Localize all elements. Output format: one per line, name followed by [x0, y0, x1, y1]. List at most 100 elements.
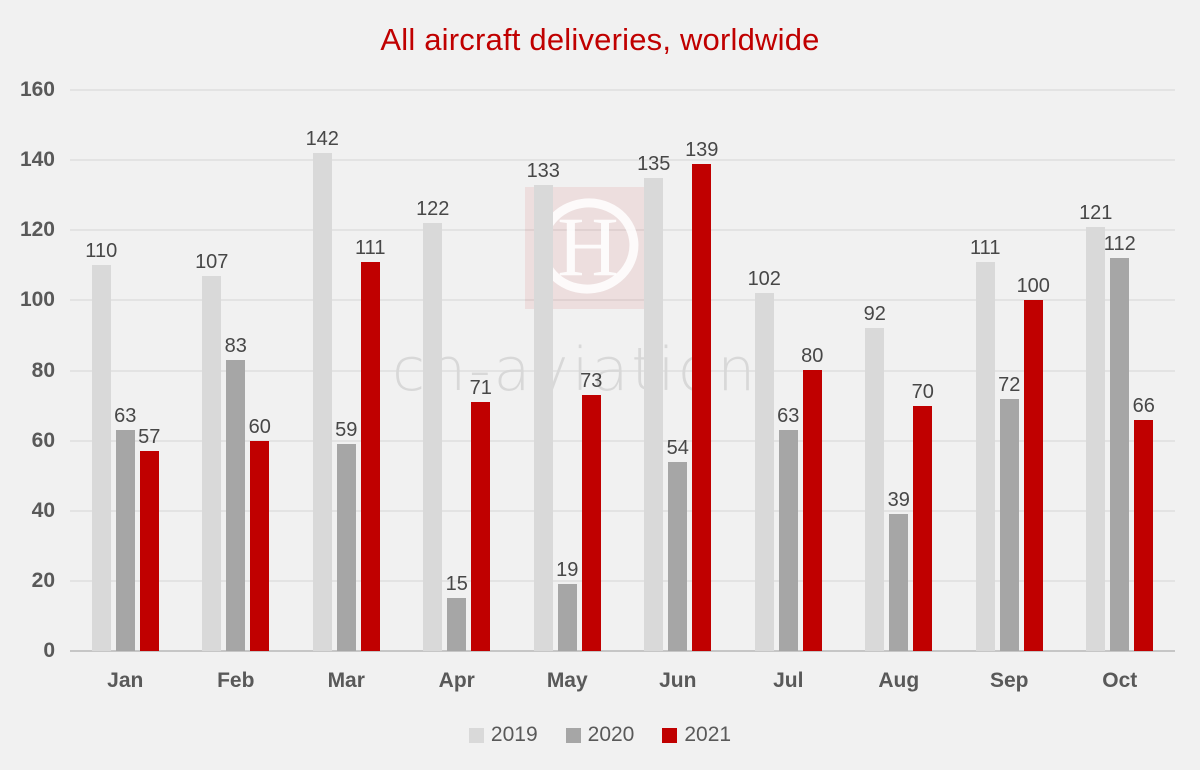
legend-label-2019: 2019: [490, 723, 538, 746]
bar-2020-may: 19: [556, 559, 578, 651]
bar-2019-apr: 122: [416, 198, 449, 651]
bar-2021-jul: 80: [801, 345, 823, 651]
bar-value-label: 133: [526, 160, 560, 182]
gridline-60: [70, 439, 1175, 442]
bar-2020-jan: 63: [114, 405, 136, 651]
x-axis-label-may: May: [546, 669, 588, 692]
bar-value-label: 15: [445, 573, 468, 595]
bar-2021-mar: 111: [355, 237, 385, 651]
gridline-120: [70, 229, 1175, 232]
x-axis-label-feb: Feb: [217, 669, 255, 692]
bar-2020-feb: 83: [225, 335, 247, 651]
legend: 2019 2020 2021: [0, 723, 1200, 747]
chart-title: All aircraft deliveries, worldwide: [380, 22, 820, 57]
bar-group-oct: 121 112 66: [1065, 90, 1176, 651]
bar-value-label: 142: [305, 128, 339, 150]
bar-group-sep: 111 72 100: [954, 90, 1065, 651]
gridline-80: [70, 369, 1175, 372]
bar-group-jul: 102 63 80: [733, 90, 844, 651]
y-axis-label-20: 20: [31, 568, 55, 592]
y-axis-label-60: 60: [31, 428, 55, 452]
y-axis-label-0: 0: [43, 639, 55, 662]
y-axis-label-140: 140: [19, 148, 55, 172]
bar-value-label: 54: [666, 437, 689, 459]
legend-label-2020: 2020: [587, 723, 635, 746]
x-axis: Jan Feb Mar Apr May Jun Jul Aug Sep Oct: [70, 669, 1175, 693]
bar-value-label: 63: [114, 405, 137, 427]
bar-2021-jan: 57: [138, 426, 160, 651]
bar-2020-oct: 112: [1104, 233, 1136, 651]
bar-2019-jun: 135: [637, 153, 670, 651]
bar-2020-jun: 54: [667, 437, 689, 651]
bar-2021-jun: 139: [685, 139, 718, 651]
legend-swatch-2019: [468, 727, 484, 743]
legend-item-2021: 2021: [662, 723, 731, 747]
bar-group-may: 133 19 73: [512, 90, 623, 651]
bar-group-jan: 110 63 57: [70, 90, 181, 651]
gridline-40: [70, 509, 1175, 512]
bar-value-label: 60: [248, 416, 271, 438]
bar-2021-may: 73: [580, 370, 602, 651]
bar-2020-apr: 15: [446, 573, 468, 651]
y-axis-label-40: 40: [31, 498, 55, 522]
bar-value-label: 19: [556, 559, 579, 581]
logo-letter: H: [557, 200, 618, 294]
legend-label-2021: 2021: [684, 723, 732, 746]
bar-group-feb: 107 83 60: [181, 90, 292, 651]
bar-value-label: 122: [416, 198, 450, 220]
x-axis-label-aug: Aug: [878, 669, 920, 692]
plot-area: H ch-aviation 110 63 57 107 83 60 142 59 111 122 1…: [70, 89, 1175, 652]
bar-2021-apr: 71: [470, 377, 492, 651]
bar-group-aug: 92 39 70: [844, 90, 955, 651]
bar-value-label: 139: [685, 139, 719, 161]
bar-2020-jul: 63: [777, 405, 799, 651]
legend-item-2019: 2019: [468, 723, 538, 747]
bar-value-label: 80: [801, 345, 824, 367]
bar-groups: 110 63 57 107 83 60 142 59 111 122 15 71 133 19 73 135 5…: [70, 90, 1175, 651]
x-axis-label-sep: Sep: [989, 669, 1029, 692]
x-axis-line: [70, 650, 1175, 652]
gridline-20: [70, 579, 1175, 582]
bar-value-label: 73: [580, 370, 603, 392]
bar-value-label: 111: [970, 237, 1001, 259]
bar-2019-feb: 107: [195, 251, 228, 651]
x-axis-label-jan: Jan: [107, 669, 144, 692]
bar-value-label: 63: [777, 405, 800, 427]
bar-value-label: 70: [911, 381, 934, 403]
bar-group-jun: 135 54 139: [623, 90, 734, 651]
bar-value-label: 110: [85, 240, 118, 262]
bar-2020-mar: 59: [335, 419, 357, 651]
legend-swatch-2020: [565, 727, 581, 743]
bar-2021-sep: 100: [1017, 275, 1050, 651]
bar-2019-aug: 92: [864, 303, 886, 651]
bar-2019-may: 133: [527, 160, 560, 651]
bar-value-label: 72: [998, 374, 1021, 396]
y-axis-label-100: 100: [19, 288, 55, 312]
bar-2020-sep: 72: [998, 374, 1020, 651]
bar-2020-aug: 39: [888, 489, 910, 651]
legend-swatch-2021: [662, 727, 678, 743]
bar-value-label: 121: [1079, 202, 1113, 224]
bar-2021-feb: 60: [249, 416, 271, 651]
y-axis-label-120: 120: [19, 218, 55, 242]
bar-2019-oct: 121: [1079, 202, 1112, 651]
bar-value-label: 107: [195, 251, 229, 273]
x-axis-label-oct: Oct: [1102, 669, 1138, 692]
bar-value-label: 39: [887, 489, 910, 511]
bar-2019-jul: 102: [748, 268, 781, 651]
gridline-100: [70, 299, 1175, 302]
x-axis-label-jun: Jun: [659, 669, 697, 692]
x-axis-label-mar: Mar: [327, 669, 365, 692]
bar-value-label: 59: [335, 419, 358, 441]
bar-value-label: 100: [1016, 275, 1050, 297]
bar-value-label: 112: [1103, 233, 1136, 255]
bar-value-label: 102: [747, 268, 781, 290]
gridline-140: [70, 159, 1175, 162]
bar-value-label: 57: [138, 426, 161, 448]
bar-value-label: 83: [224, 335, 247, 357]
bar-2019-sep: 111: [970, 237, 1000, 651]
bar-2019-jan: 110: [85, 240, 117, 651]
bar-2019-mar: 142: [306, 128, 339, 651]
bar-group-mar: 142 59 111: [291, 90, 402, 651]
bar-2021-aug: 70: [912, 381, 934, 651]
